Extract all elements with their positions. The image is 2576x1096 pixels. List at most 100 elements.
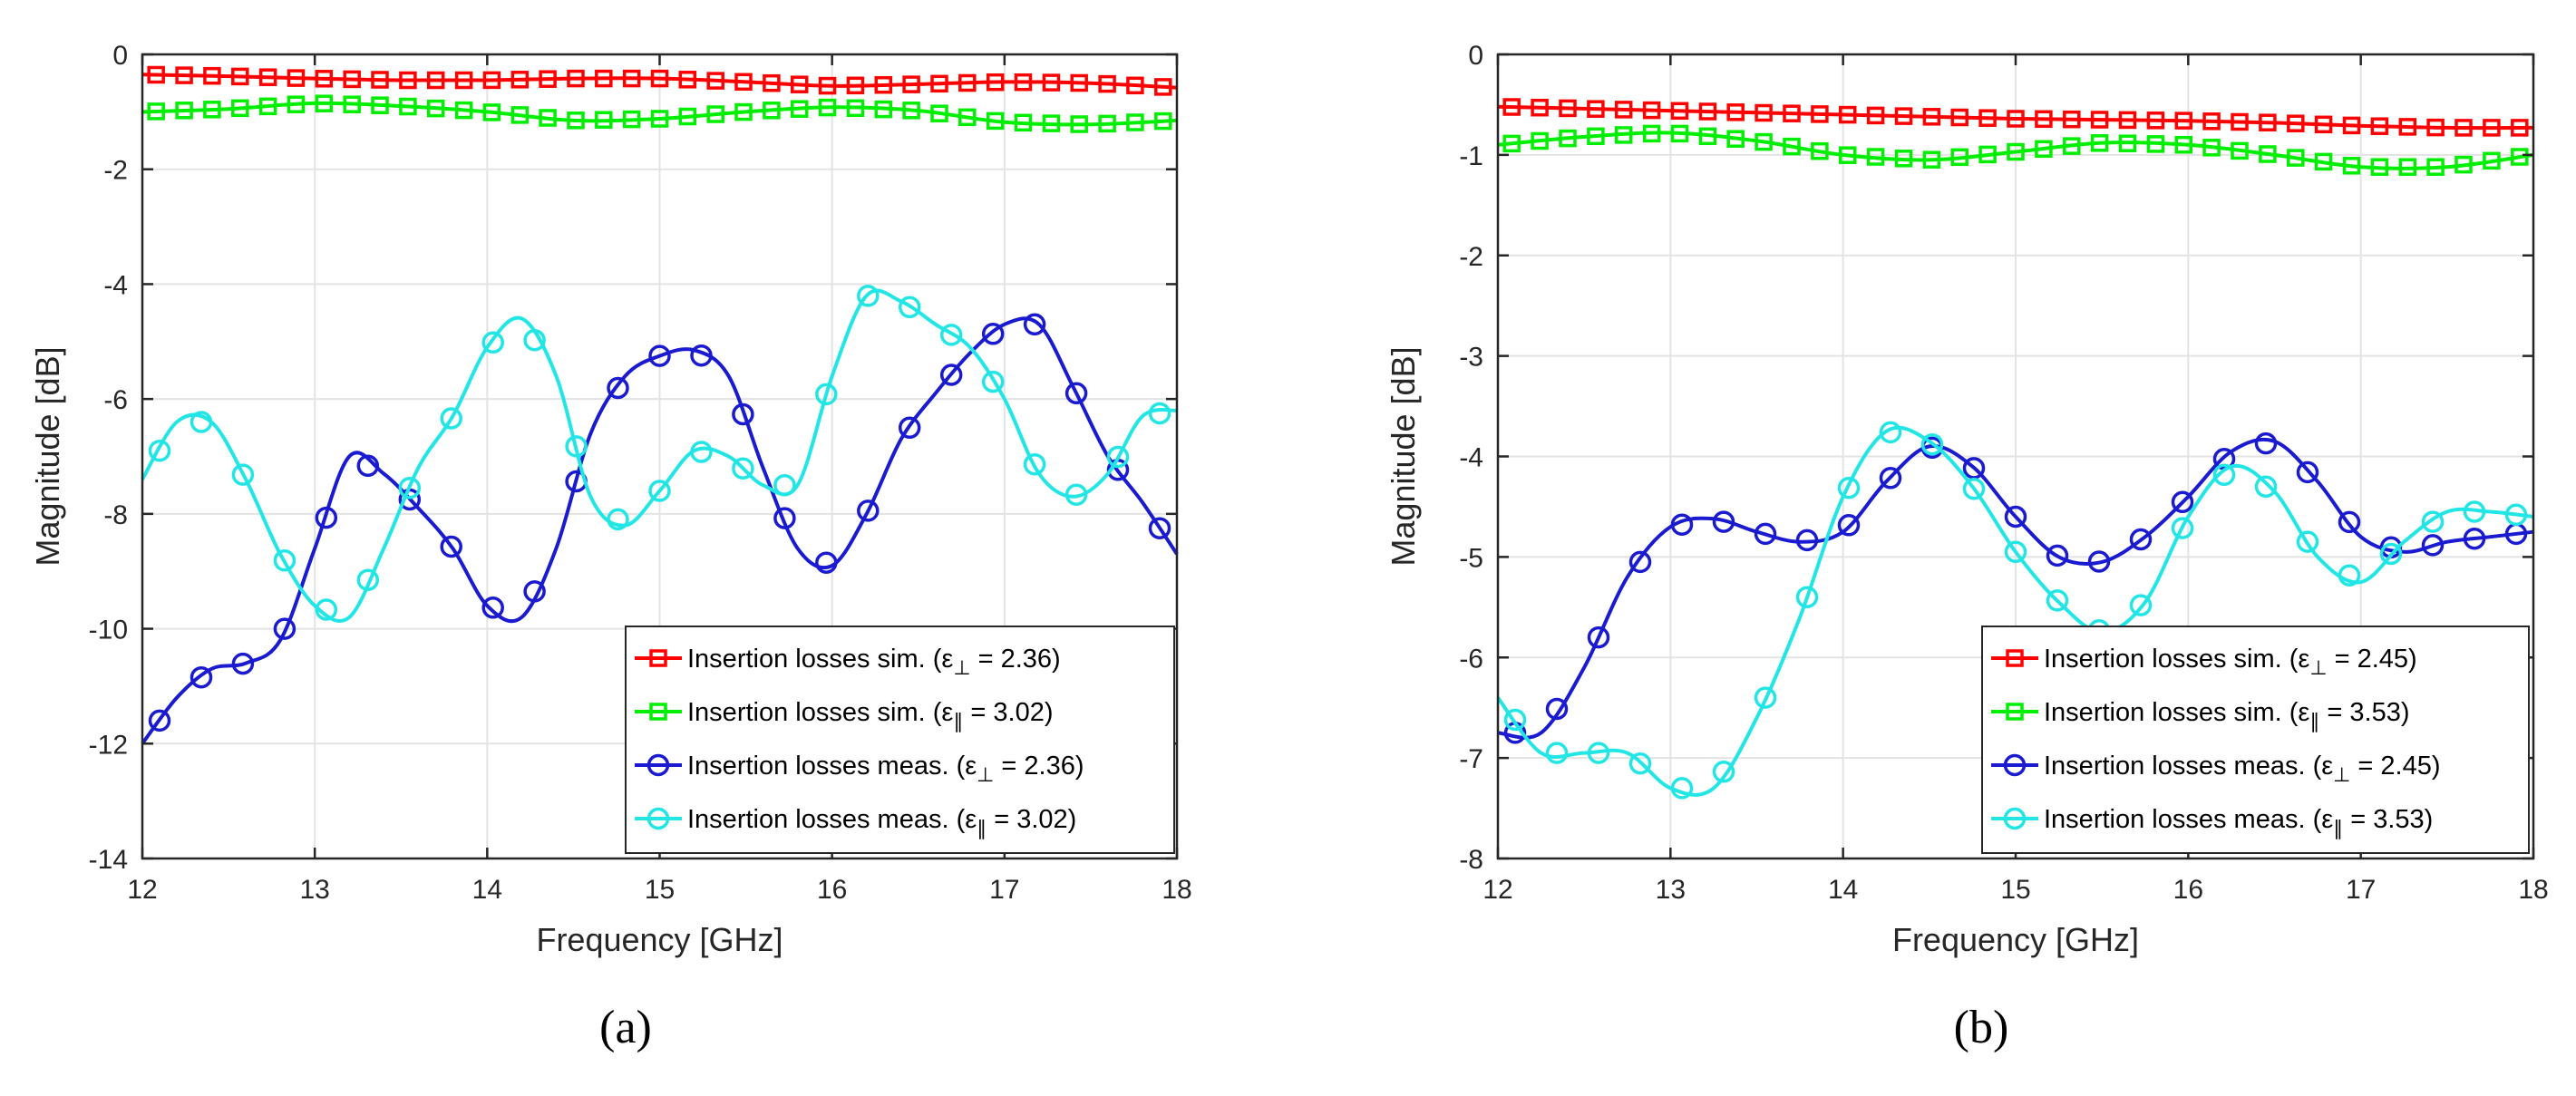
data-point-marker bbox=[343, 70, 361, 89]
data-point-marker bbox=[1070, 73, 1088, 92]
legend-marker bbox=[649, 649, 667, 667]
data-point-marker bbox=[1014, 113, 1033, 132]
data-point-marker bbox=[567, 112, 585, 130]
legend-label-epsilon-value: = 2.45 bbox=[2350, 752, 2432, 781]
data-point-marker bbox=[315, 506, 338, 529]
data-point-marker bbox=[930, 104, 948, 122]
data-point-marker bbox=[1064, 382, 1088, 405]
legend-label-name: Insertion losses sim. bbox=[2044, 698, 2282, 727]
data-point-marker bbox=[1712, 510, 1735, 533]
legend-label-epsilon: ε bbox=[2321, 752, 2333, 781]
y-tick-label: -4 bbox=[103, 270, 128, 300]
data-point-marker bbox=[1023, 313, 1046, 336]
data-point-marker bbox=[481, 596, 504, 619]
data-point-marker bbox=[1148, 402, 1171, 425]
data-point-marker bbox=[1978, 109, 1997, 127]
data-point-marker bbox=[607, 376, 629, 400]
data-point-marker bbox=[2007, 110, 2025, 128]
data-point-marker bbox=[607, 508, 629, 531]
data-point-marker bbox=[231, 463, 255, 486]
x-axis-label: Frequency [GHz] bbox=[1892, 921, 2139, 958]
data-point-marker bbox=[981, 323, 1005, 345]
data-point-marker bbox=[1614, 126, 1633, 144]
data-point-marker bbox=[902, 75, 920, 93]
data-point-marker bbox=[2287, 114, 2305, 132]
data-point-marker bbox=[846, 76, 865, 95]
legend-label-paren-close: ) bbox=[1045, 698, 1054, 727]
data-point-marker bbox=[356, 454, 380, 478]
data-point-marker bbox=[539, 109, 557, 127]
data-point-marker bbox=[1023, 452, 1046, 476]
y-tick-label: -6 bbox=[103, 385, 128, 415]
y-tick-label: -14 bbox=[89, 845, 128, 875]
data-point-marker bbox=[1838, 146, 1857, 164]
data-point-marker bbox=[648, 480, 671, 502]
data-point-marker bbox=[2296, 530, 2319, 553]
legend-label-name: Insertion losses meas. bbox=[687, 752, 949, 781]
data-point-marker bbox=[1726, 103, 1745, 121]
data-point-marker bbox=[315, 70, 334, 88]
legend-label-epsilon-value: = 2.36 bbox=[971, 645, 1053, 674]
data-point-marker bbox=[2398, 158, 2417, 176]
data-point-marker bbox=[1148, 517, 1171, 539]
series-markers bbox=[147, 65, 1172, 96]
data-point-marker bbox=[1783, 137, 1801, 156]
data-point-marker bbox=[1670, 513, 1694, 536]
data-point-marker bbox=[706, 72, 724, 90]
legend-label-paren-close: ) bbox=[2432, 752, 2441, 781]
series-line bbox=[1497, 104, 2534, 131]
data-point-marker bbox=[287, 69, 306, 87]
legend-label: Insertion losses meas. (ε∥ = 3.02) bbox=[687, 805, 1076, 839]
data-point-marker bbox=[1502, 134, 1521, 153]
data-point-marker bbox=[1064, 483, 1088, 506]
data-point-marker bbox=[1098, 74, 1116, 93]
data-point-marker bbox=[2046, 589, 2069, 612]
subfigure-label: (b) bbox=[1954, 1002, 2009, 1053]
legend-label-name: Insertion losses sim. bbox=[687, 645, 926, 674]
data-point-marker bbox=[567, 69, 585, 88]
legend-label-name: Insertion losses meas. bbox=[687, 805, 949, 834]
series-line bbox=[141, 73, 1178, 90]
data-point-marker bbox=[2254, 432, 2278, 455]
data-point-marker bbox=[706, 105, 724, 123]
legend-label-name: Insertion losses sim. bbox=[2044, 645, 2282, 674]
y-axis-label: Magnitude [dB] bbox=[29, 346, 66, 566]
data-point-marker bbox=[482, 103, 501, 121]
data-point-marker bbox=[1811, 141, 1829, 160]
legend-label-epsilon: ε bbox=[2298, 645, 2309, 674]
legend-label-epsilon-value: = 2.45 bbox=[2328, 645, 2409, 674]
data-point-marker bbox=[1712, 761, 1735, 783]
y-tick-label: -8 bbox=[103, 500, 128, 530]
data-point-marker bbox=[398, 477, 422, 500]
data-point-marker bbox=[426, 99, 445, 118]
data-point-marker bbox=[2046, 544, 2069, 567]
data-point-marker bbox=[898, 416, 921, 440]
series-1 bbox=[141, 65, 1178, 96]
legend-item-2: Insertion losses sim. (ε∥ = 3.53) bbox=[1991, 698, 2410, 732]
legend-item-1: Insertion losses sim. (ε⊥ = 2.45) bbox=[1991, 645, 2417, 679]
data-point-marker bbox=[482, 71, 501, 90]
x-tick-label: 17 bbox=[2346, 875, 2376, 905]
data-point-marker bbox=[1503, 708, 1527, 732]
data-point-marker bbox=[734, 102, 753, 121]
data-point-marker bbox=[2090, 134, 2109, 152]
data-point-marker bbox=[203, 101, 221, 119]
data-point-marker bbox=[1811, 105, 1829, 123]
data-point-marker bbox=[2463, 527, 2486, 550]
y-tick-label: -4 bbox=[1459, 443, 1483, 473]
legend-label-epsilon: ε bbox=[965, 752, 977, 781]
data-point-marker bbox=[343, 95, 361, 113]
data-point-marker bbox=[1154, 112, 1172, 131]
y-tick-label: -6 bbox=[1459, 644, 1483, 674]
data-point-marker bbox=[1962, 477, 1986, 500]
data-point-marker bbox=[273, 549, 296, 572]
data-point-marker bbox=[399, 71, 417, 90]
legend-label-paren-open: ( bbox=[2306, 805, 2322, 834]
legend-label-paren-close: ) bbox=[2401, 698, 2410, 727]
data-point-marker bbox=[148, 439, 171, 462]
series-markers bbox=[1502, 124, 2529, 176]
data-point-marker bbox=[1978, 145, 1997, 164]
legend-item-3: Insertion losses meas. (ε⊥ = 2.36) bbox=[635, 752, 1084, 786]
data-point-marker bbox=[1950, 108, 1968, 127]
data-point-marker bbox=[1670, 102, 1689, 121]
